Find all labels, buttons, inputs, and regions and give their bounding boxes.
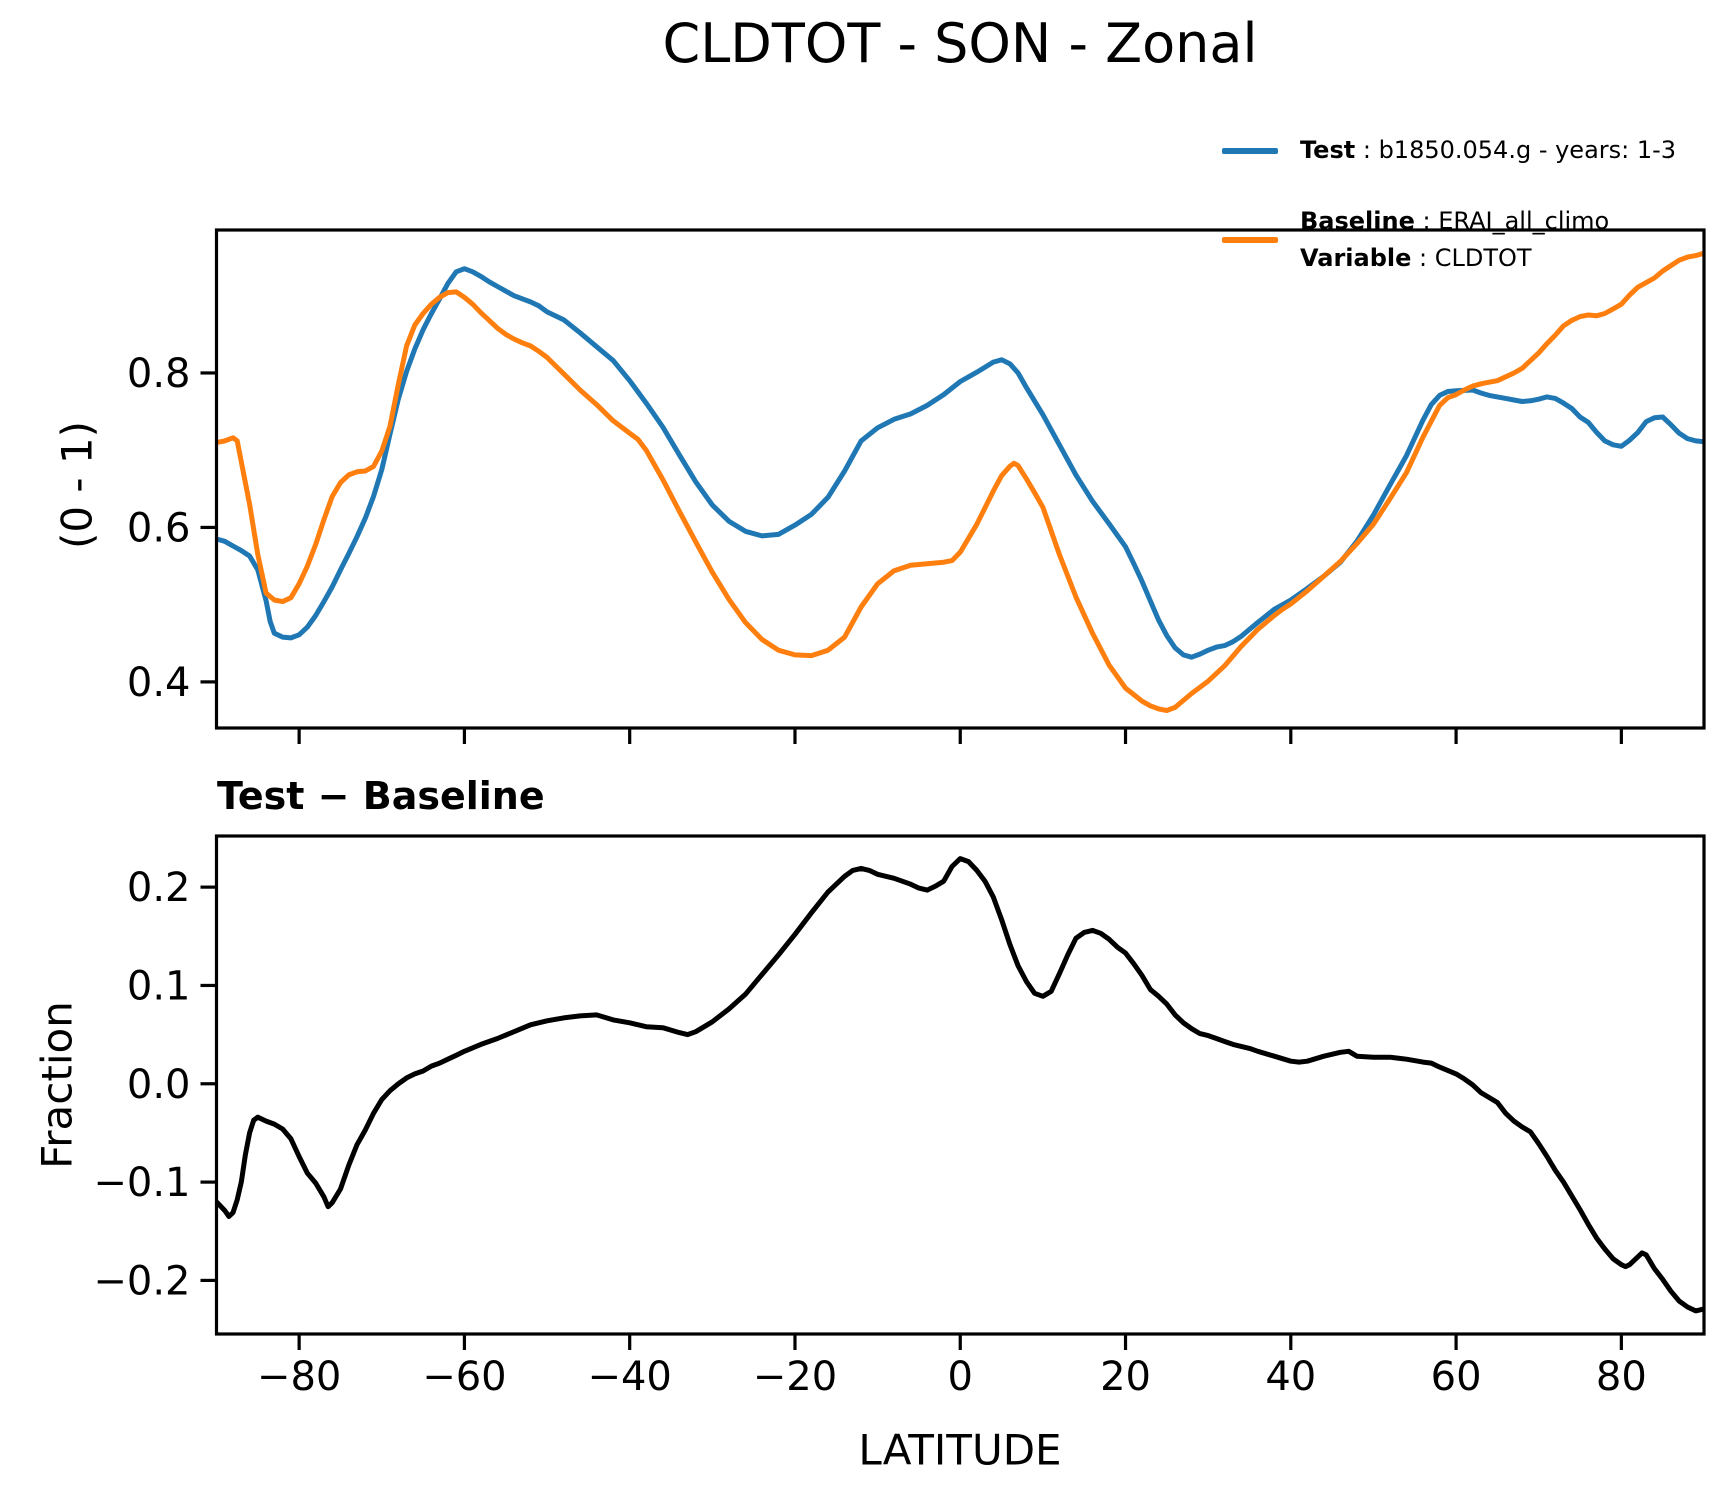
legend-entry-test: Test : b1850.054.g - years: 1-3: [1222, 132, 1676, 169]
bottom-y-axis-label: Fraction: [32, 1001, 82, 1169]
x-tick-label: 40: [1265, 1354, 1316, 1400]
x-axis-label: LATITUDE: [858, 1425, 1062, 1475]
series-line-0: [215, 266, 1705, 660]
legend-label-variable-key: Variable: [1300, 244, 1412, 272]
x-tick-label: 60: [1431, 1354, 1482, 1400]
legend-baseline-row: Baseline : ERAI_all_climo: [1300, 203, 1609, 240]
axes-spines: [214, 834, 1706, 1336]
x-tick-label: −20: [753, 1354, 837, 1400]
x-tick-label: −40: [587, 1354, 671, 1400]
y-tick-label: 0.0: [127, 1062, 191, 1108]
y-tick-label: 0.8: [127, 351, 191, 397]
top-y-axis-label: (0 - 1): [52, 420, 102, 550]
series-line-0: [214, 856, 1705, 1314]
y-tick-label: 0.4: [127, 660, 191, 706]
x-tick-label: 80: [1596, 1354, 1647, 1400]
legend-label-test-key: Test: [1300, 136, 1356, 164]
x-tick-label: −60: [422, 1354, 506, 1400]
y-tick-label: 0.2: [127, 865, 191, 911]
x-tick-label: −80: [257, 1354, 341, 1400]
bottom-subplot-title: Test − Baseline: [217, 774, 545, 818]
x-tick-label: 20: [1100, 1354, 1151, 1400]
legend-label-variable-value: : CLDTOT: [1419, 244, 1532, 272]
y-tick-label: 0.1: [127, 963, 191, 1009]
series-line-1: [216, 250, 1705, 713]
y-tick-label: −0.1: [93, 1160, 190, 1206]
legend-label-baseline-key: Baseline: [1300, 207, 1415, 235]
legend-label-baseline-value: : ERAI_all_climo: [1422, 207, 1610, 235]
y-tick-label: −0.2: [93, 1258, 190, 1304]
legend-label-test-value: : b1850.054.g - years: 1-3: [1362, 136, 1677, 164]
figure-title: CLDTOT - SON - Zonal: [662, 12, 1258, 75]
legend-label-test: Test : b1850.054.g - years: 1-3: [1300, 132, 1676, 169]
legend: Test : b1850.054.g - years: 1-3 Baseline…: [1222, 132, 1676, 277]
legend-swatch-test-line: [1222, 147, 1278, 154]
legend-variable-row: Variable : CLDTOT: [1300, 240, 1609, 277]
y-tick-label: 0.6: [127, 505, 191, 551]
legend-entry-baseline: Baseline : ERAI_all_climo Variable : CLD…: [1222, 203, 1676, 277]
legend-label-baseline: Baseline : ERAI_all_climo Variable : CLD…: [1300, 203, 1609, 277]
axes-spines: [214, 228, 1706, 730]
bottom-axes: −80 −60 −40 −20 0 20 40 60 80 0.2 0.1 0.0 −0.1 −0.2: [93, 834, 1706, 1400]
top-axes: 0.8 0.6 0.4: [127, 228, 1706, 744]
x-tick-label: 0: [948, 1354, 973, 1400]
legend-swatch-baseline-line: [1222, 237, 1278, 243]
